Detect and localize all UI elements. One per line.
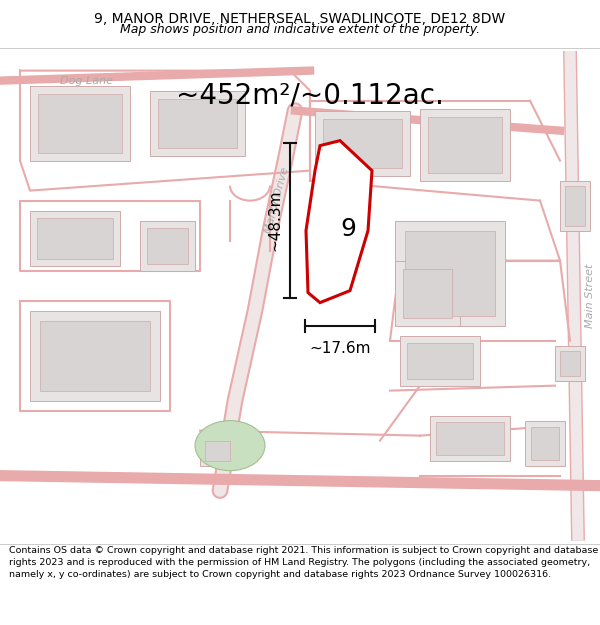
Bar (395, 261, 460, 326)
Bar (30, 86, 130, 161)
Bar (158, 99, 237, 148)
Bar (420, 109, 510, 181)
Bar (205, 441, 230, 461)
Text: ~17.6m: ~17.6m (309, 341, 371, 356)
Text: Contains OS data © Crown copyright and database right 2021. This information is : Contains OS data © Crown copyright and d… (9, 546, 598, 579)
Bar (560, 181, 590, 231)
Bar (140, 221, 195, 271)
Bar (436, 422, 504, 454)
Bar (147, 228, 188, 264)
Bar (38, 94, 122, 152)
Bar (407, 342, 473, 379)
Bar (30, 311, 160, 401)
Text: ~48.3m: ~48.3m (267, 189, 282, 251)
Text: ~452m²/~0.112ac.: ~452m²/~0.112ac. (176, 82, 444, 109)
Ellipse shape (195, 421, 265, 471)
Text: Map shows position and indicative extent of the property.: Map shows position and indicative extent… (120, 22, 480, 36)
Text: Manor Drive: Manor Drive (263, 166, 290, 235)
Bar (150, 91, 245, 156)
Bar (403, 269, 452, 318)
Polygon shape (306, 141, 372, 302)
Bar (565, 186, 585, 226)
Bar (37, 217, 113, 259)
Bar (531, 427, 559, 459)
Bar (525, 421, 565, 466)
Text: Dog Lane: Dog Lane (60, 76, 113, 86)
Bar (428, 117, 502, 172)
Bar (40, 321, 150, 391)
Bar (395, 221, 505, 326)
Bar (30, 211, 120, 266)
Bar (315, 111, 410, 176)
Bar (400, 336, 480, 386)
Bar (405, 231, 495, 316)
Bar (555, 346, 585, 381)
Bar (560, 351, 580, 376)
Text: 9, MANOR DRIVE, NETHERSEAL, SWADLINCOTE, DE12 8DW: 9, MANOR DRIVE, NETHERSEAL, SWADLINCOTE,… (94, 12, 506, 26)
Text: 9: 9 (340, 217, 356, 241)
Bar (200, 436, 235, 466)
Text: Main Street: Main Street (585, 263, 595, 328)
Bar (323, 119, 402, 168)
Bar (430, 416, 510, 461)
